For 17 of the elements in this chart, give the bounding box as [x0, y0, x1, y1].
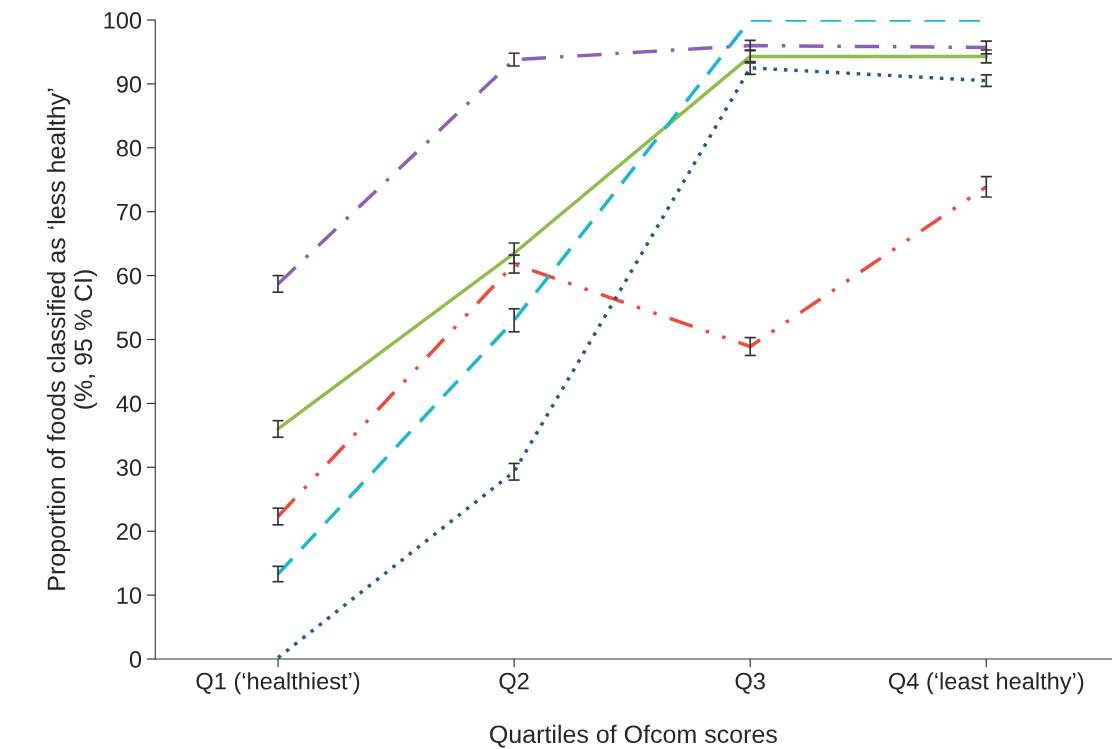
y-tick-label: 20: [117, 523, 142, 540]
y-tick-label: 100: [104, 12, 142, 29]
y-tick-label: 70: [117, 203, 142, 221]
y-tick-label: 90: [116, 75, 142, 93]
y-tick-label: 60: [117, 267, 142, 285]
y-tick-label: 0: [129, 651, 142, 668]
x-tick-label: Q1 (‘healthiest’): [196, 672, 360, 695]
x-tick-label: Q2: [499, 672, 529, 694]
x-tick-label: Q3: [735, 672, 765, 694]
y-tick-label: 50: [116, 331, 142, 349]
x-tick-label: Q4 (‘least healthy’): [888, 672, 1084, 695]
y-tick-label: 40: [116, 395, 142, 413]
y-tick-label: 10: [117, 587, 142, 604]
y-axis-title: Proportion of foods classified as ‘less healthy’ (%, 95 % CI): [46, 88, 98, 590]
y-tick-label: 80: [116, 139, 142, 157]
y-tick-label: 30: [116, 459, 142, 477]
x-axis-title: Quartiles of Ofcom scores: [490, 724, 777, 748]
